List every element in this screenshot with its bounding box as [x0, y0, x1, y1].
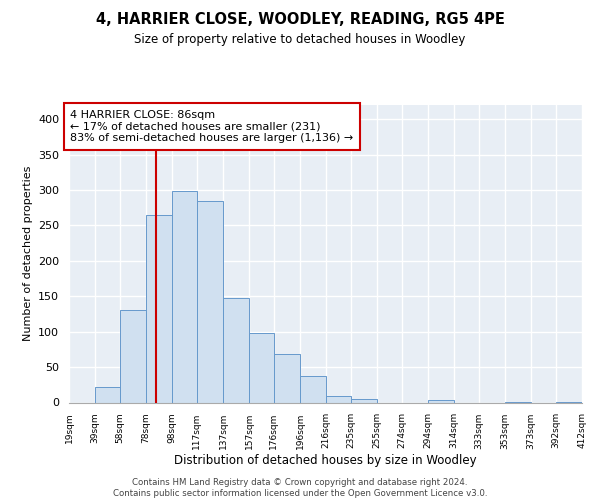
- Text: Size of property relative to detached houses in Woodley: Size of property relative to detached ho…: [134, 32, 466, 46]
- Bar: [300, 376, 326, 402]
- Y-axis label: Number of detached properties: Number of detached properties: [23, 166, 32, 342]
- Bar: [146, 215, 172, 402]
- X-axis label: Distribution of detached houses by size in Woodley: Distribution of detached houses by size …: [174, 454, 477, 467]
- Bar: [428, 400, 454, 402]
- Bar: [351, 399, 377, 402]
- Bar: [120, 310, 146, 402]
- Bar: [197, 202, 223, 402]
- Text: Contains HM Land Registry data © Crown copyright and database right 2024.
Contai: Contains HM Land Registry data © Crown c…: [113, 478, 487, 498]
- Bar: [326, 396, 351, 402]
- Bar: [274, 354, 300, 403]
- Text: 4, HARRIER CLOSE, WOODLEY, READING, RG5 4PE: 4, HARRIER CLOSE, WOODLEY, READING, RG5 …: [95, 12, 505, 28]
- Bar: [172, 192, 197, 402]
- Text: 4 HARRIER CLOSE: 86sqm
← 17% of detached houses are smaller (231)
83% of semi-de: 4 HARRIER CLOSE: 86sqm ← 17% of detached…: [70, 110, 353, 143]
- Bar: [95, 387, 120, 402]
- Bar: [249, 333, 274, 402]
- Bar: [223, 298, 249, 403]
